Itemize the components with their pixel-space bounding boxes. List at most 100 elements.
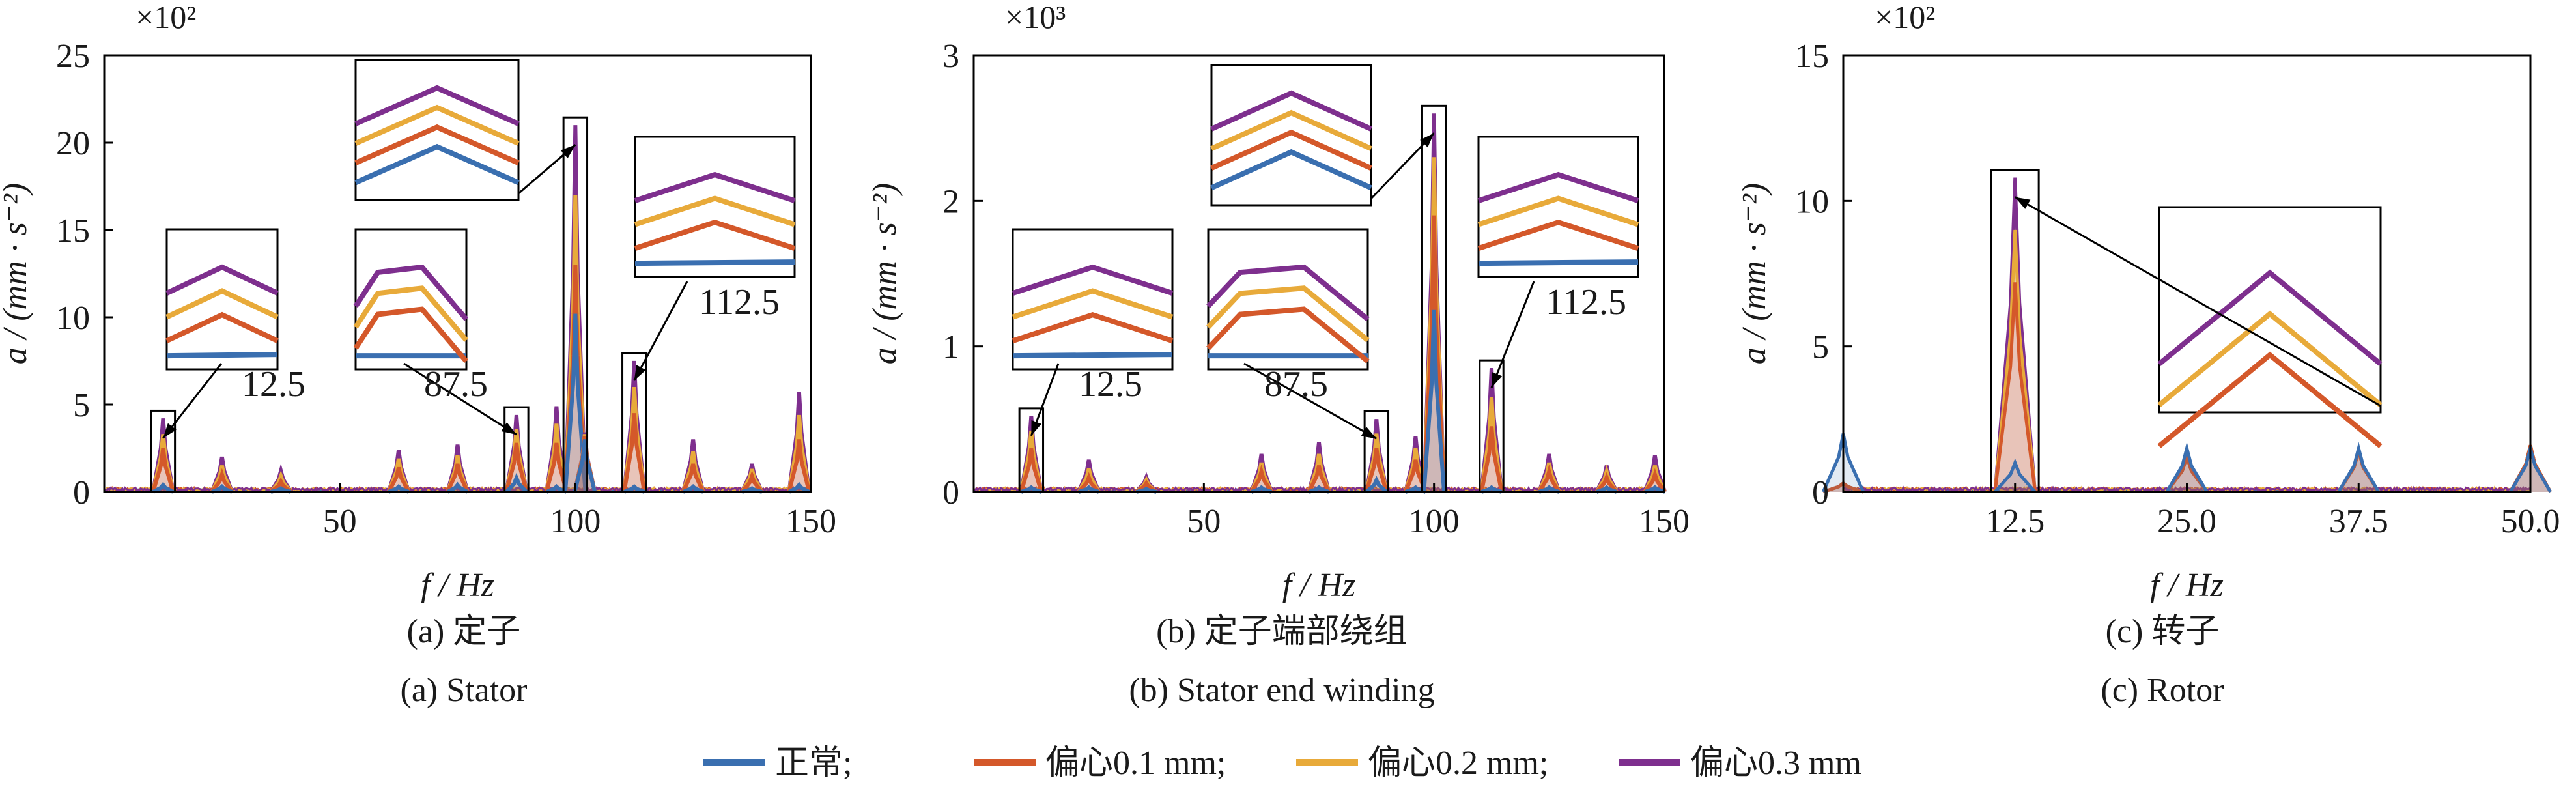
- peak-8-series-0: [1480, 485, 1503, 494]
- inset-line-series-2: [354, 104, 520, 146]
- inset-line-series-1: [2157, 351, 2383, 448]
- inset-arrow: [1030, 363, 1060, 436]
- peak-6-series-0: [1405, 485, 1426, 494]
- y-axis-label: a / (mm · s⁻²): [1736, 183, 1773, 364]
- peak-4-series-0: [1308, 485, 1330, 494]
- arrow-line: [1370, 132, 1435, 200]
- peak-7-series-0: [563, 313, 587, 493]
- peak-1-series-0: [211, 483, 233, 494]
- inset-3: 112.5: [633, 136, 796, 381]
- zoom-region-1: [503, 406, 530, 493]
- axes-frame: [972, 54, 1665, 493]
- inset-line-series-1: [634, 219, 796, 251]
- inset-line-series-3: [1206, 264, 1370, 322]
- peak-7-series-0: [1422, 309, 1447, 493]
- y-tick-label: 20: [56, 125, 90, 162]
- legend-label-1: 偏心0.1 mm;: [1045, 745, 1226, 782]
- x-tick-label: 150: [1639, 503, 1690, 540]
- zoom-region-0: [1990, 169, 2040, 493]
- x-tick-label: 100: [550, 503, 601, 540]
- x-axis-label: f / Hz: [1282, 567, 1356, 604]
- x-tick-label: 50: [1187, 503, 1221, 540]
- y-axis-label: a / (mm · s⁻²): [866, 183, 903, 364]
- arrow-head: [1361, 427, 1377, 439]
- peak-annotation: 87.5: [424, 364, 488, 405]
- x-tick-label: 25.0: [2157, 503, 2216, 540]
- y-multiplier: ×10²: [135, 0, 196, 35]
- peak-6-series-1: [1404, 459, 1428, 493]
- y-tick-label: 2: [942, 183, 959, 220]
- peak-12-series-0: [788, 481, 810, 494]
- caption-b-cn: (b) 定子端部绕组: [1156, 613, 1408, 650]
- x-tick-label: 12.5: [1985, 503, 2045, 540]
- inset-line-series-1: [1012, 311, 1174, 343]
- zoom-region-2: [562, 116, 589, 493]
- peak-10-series-0: [1596, 485, 1618, 494]
- x-tick-label: 150: [786, 503, 836, 540]
- arrow-head: [1492, 372, 1502, 388]
- inset-line-series-2: [1477, 195, 1639, 227]
- peak-4-series-0: [446, 481, 469, 494]
- y-tick-label: 5: [1812, 329, 1829, 366]
- peak-3-series-0: [388, 483, 410, 494]
- peak-9-series-0: [1538, 485, 1560, 494]
- inset-arrow: [1490, 281, 1535, 388]
- inset-line-series-3: [634, 171, 796, 203]
- inset-2: [354, 59, 576, 201]
- inset-3: 112.5: [1477, 136, 1639, 388]
- chart-panel-2: 0 5 10 15 12.5 25.0 37.5 50.0 ×10² f / Hz a / (mm …: [1736, 0, 2560, 604]
- y-tick-label: 3: [942, 38, 959, 75]
- peak-3-series-1: [387, 466, 411, 493]
- arrow-head: [560, 145, 576, 159]
- inset-line-series-2: [353, 285, 469, 342]
- zoom-region-3: [1479, 359, 1505, 493]
- legend-label-2: 偏心0.2 mm;: [1368, 745, 1548, 782]
- inset-0: 12.5: [1012, 228, 1174, 436]
- inset-arrow: [1370, 132, 1435, 200]
- y-tick-label: 0: [73, 474, 90, 511]
- inset-arrow: [2015, 196, 2381, 407]
- arrow-head: [634, 365, 646, 380]
- peak-0-series-0: [1020, 485, 1042, 494]
- axes-frame: [103, 54, 812, 493]
- caption-a-en: (a) Stator: [400, 672, 528, 709]
- caption-a-cn: (a) 定子: [406, 613, 521, 650]
- peak-2-series-1: [2165, 451, 2209, 493]
- y-axis-label: a / (mm · s⁻²): [0, 183, 34, 364]
- caption-b-en: (b) Stator end winding: [1129, 672, 1435, 709]
- inset-line-series-3: [1477, 171, 1639, 203]
- y-tick-label: 15: [56, 212, 90, 250]
- inset-line-series-1: [1210, 129, 1372, 171]
- y-tick-label: 10: [1795, 183, 1829, 220]
- peak-10-series-1: [681, 463, 705, 493]
- inset-line-series-2: [1210, 109, 1372, 151]
- peak-annotation: 112.5: [1546, 282, 1626, 322]
- arrow-line: [162, 363, 223, 439]
- inset-0: 12.5: [162, 228, 305, 439]
- inset-arrow: [1243, 362, 1378, 440]
- peak-annotation: 112.5: [699, 282, 780, 322]
- inset-line-series-3: [353, 264, 469, 321]
- inset-line-series-2: [165, 288, 279, 320]
- y-tick-label: 0: [942, 474, 959, 511]
- y-tick-label: 25: [56, 38, 90, 75]
- arrow-head: [2015, 197, 2031, 209]
- peak-2-series-0: [2165, 442, 2209, 493]
- arrow-head: [1031, 420, 1041, 436]
- zoom-region-0: [1018, 407, 1045, 493]
- legend-label-3: 偏心0.3 mm: [1690, 745, 1861, 782]
- inset-line-series-3: [1012, 264, 1174, 296]
- chart-panel-0: 0 5 10 15 20 25 50 100 150 ×10² f / Hz a / (mm · s⁻…: [0, 0, 836, 604]
- inset-line-series-0: [166, 352, 278, 359]
- peak-annotation: 87.5: [1264, 364, 1328, 405]
- inset-line-series-1: [354, 124, 520, 165]
- inset-line-series-2: [1012, 288, 1174, 320]
- peak-1-series-1: [210, 468, 234, 493]
- x-tick-label: 50: [323, 503, 357, 540]
- arrow-line: [1490, 281, 1535, 388]
- peak-5-series-1: [1365, 448, 1389, 493]
- peak-10-series-0: [682, 483, 704, 494]
- inset-line-series-0: [1012, 352, 1173, 359]
- peak-11-series-1: [1643, 468, 1667, 493]
- arrow-line: [633, 281, 688, 381]
